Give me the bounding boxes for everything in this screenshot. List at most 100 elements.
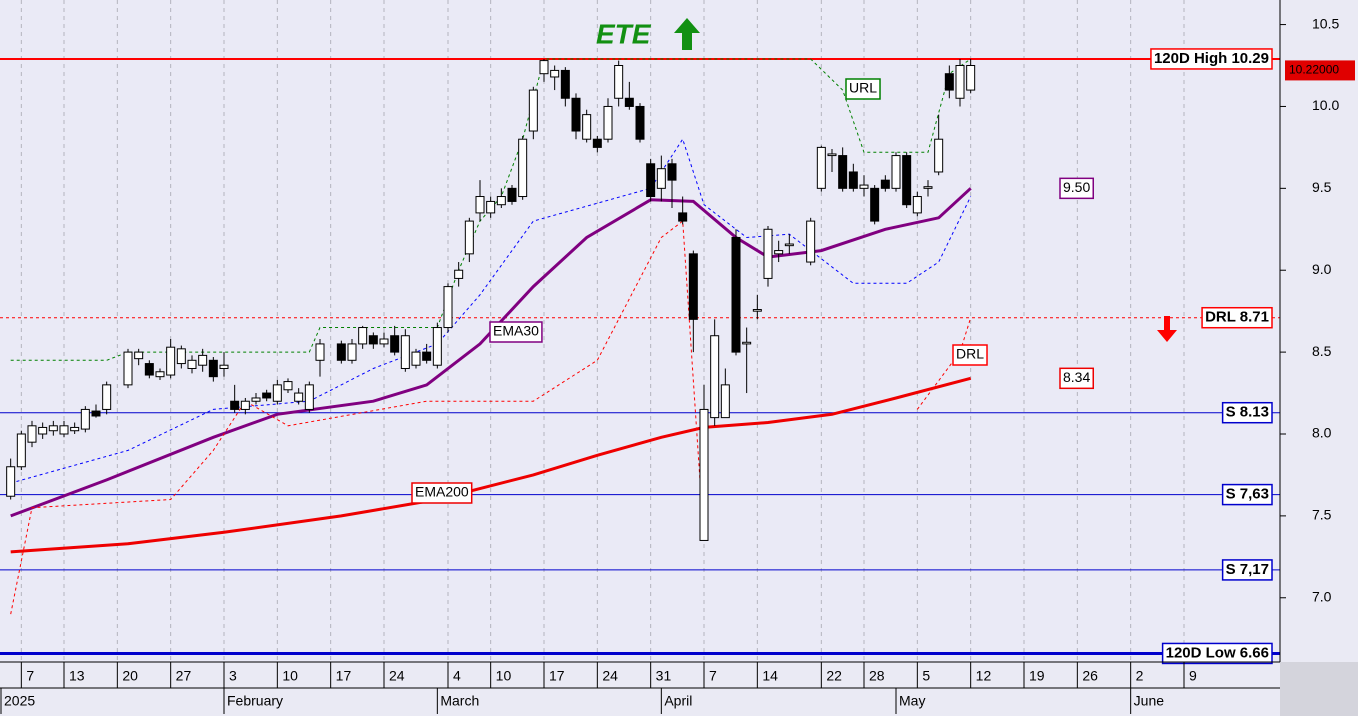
candle-body xyxy=(923,186,933,189)
series-name-label-box xyxy=(845,78,881,100)
x-tick-label: 7 xyxy=(26,668,34,684)
candle-body xyxy=(70,426,80,432)
candle-body xyxy=(347,343,357,361)
candle-body xyxy=(262,392,272,399)
level-label-text: S 7,17 xyxy=(1226,561,1269,578)
series-name-label-box xyxy=(952,344,988,366)
candle-body xyxy=(646,163,656,198)
candle-body xyxy=(48,425,58,432)
series-name-label-text: EMA200 xyxy=(415,484,469,500)
candle-body xyxy=(134,351,144,360)
candle-body xyxy=(710,335,720,419)
candle-body xyxy=(752,309,762,312)
candle-body xyxy=(422,351,432,361)
level-label-box xyxy=(1201,306,1273,329)
candle-body xyxy=(742,341,752,345)
chart-title: ETE xyxy=(596,18,652,49)
x-tick-label: 10 xyxy=(496,668,512,684)
level-label-text: 120D High 10.29 xyxy=(1154,50,1269,67)
candle-body xyxy=(304,384,314,410)
candle-body xyxy=(870,187,880,222)
level-label: S 7,63 xyxy=(1221,483,1273,506)
candle-body xyxy=(102,384,112,410)
candle-body xyxy=(38,426,48,435)
last-price-label: 10.22000 xyxy=(1289,63,1339,77)
corner xyxy=(1280,662,1358,716)
candle-body xyxy=(187,359,197,369)
candle-body xyxy=(816,146,826,189)
month-label: March xyxy=(440,693,479,709)
y-tick-label: 9.0 xyxy=(1312,261,1332,277)
candle-body xyxy=(336,343,346,361)
x-tick-label: 17 xyxy=(336,668,352,684)
candle-body xyxy=(592,138,602,148)
candle-body xyxy=(891,155,901,189)
candle-body xyxy=(486,200,496,214)
last-price-box xyxy=(1285,60,1355,81)
candle-body xyxy=(6,466,16,497)
candle-body xyxy=(774,250,784,255)
x-tick-label: 17 xyxy=(549,668,565,684)
candle-body xyxy=(966,65,976,91)
level-label-text: S 7,63 xyxy=(1226,486,1269,503)
candle-body xyxy=(720,384,730,419)
candle-body xyxy=(144,363,154,376)
candle-body xyxy=(496,196,506,206)
candle-body xyxy=(699,408,709,541)
x-tick-label: 3 xyxy=(229,668,237,684)
end-value-label-box xyxy=(1059,177,1094,200)
candle-body xyxy=(230,400,240,410)
axes: 7.07.58.08.59.09.510.010.57 13 20 27 3 10 17 24… xyxy=(0,15,1355,714)
level-label-text: 120D Low 6.66 xyxy=(1166,644,1269,661)
x-tick-label: 28 xyxy=(869,668,885,684)
series-name-label: URL xyxy=(845,78,881,100)
candle-body xyxy=(880,179,890,189)
series-name-label-text: URL xyxy=(849,80,877,96)
candle-body xyxy=(678,212,688,222)
candle-body xyxy=(475,196,485,214)
level-label-box xyxy=(1150,48,1273,70)
end-value-label: 8.34 xyxy=(1059,367,1094,390)
candle-body xyxy=(59,425,69,435)
candle-body xyxy=(315,343,325,361)
candle-body xyxy=(955,65,965,99)
candles xyxy=(6,58,976,541)
y-tick-label: 10.5 xyxy=(1312,15,1339,31)
candle-body xyxy=(784,243,794,247)
end-value-label-text: 8.34 xyxy=(1063,369,1090,385)
candle-body xyxy=(518,138,528,198)
level-label-box xyxy=(1221,559,1273,581)
level-label-box xyxy=(1221,483,1273,506)
candle-body xyxy=(603,105,613,140)
candle-body xyxy=(688,253,698,320)
candle-body xyxy=(539,60,549,75)
candle-body xyxy=(432,327,442,366)
candle-body xyxy=(934,138,944,173)
x-tick-label: 12 xyxy=(976,668,992,684)
candle-body xyxy=(614,65,624,99)
candle-body xyxy=(272,384,282,402)
series-name-label-text: DRL xyxy=(956,346,984,362)
series-name-label: EMA200 xyxy=(411,482,473,504)
up-arrow-icon xyxy=(674,18,700,50)
indicator-line xyxy=(10,376,972,554)
series-name-label-text: EMA30 xyxy=(493,323,539,339)
candle-body xyxy=(838,155,848,189)
end-value-label: 9.50 xyxy=(1059,177,1094,200)
x-tick-label: 24 xyxy=(389,668,405,684)
plot-area xyxy=(0,0,1280,662)
candle-body xyxy=(80,408,90,430)
indicator-line xyxy=(10,58,971,361)
level-label-box xyxy=(1221,401,1273,424)
level-label: 120D High 10.29 xyxy=(1150,48,1273,70)
x-tick-label: 7 xyxy=(709,668,717,684)
candle-body xyxy=(848,171,858,189)
x-tick-label: 13 xyxy=(69,668,85,684)
candle-body xyxy=(294,392,304,402)
candle-body xyxy=(219,364,229,369)
candle-body xyxy=(368,335,378,345)
y-tick-label: 8.5 xyxy=(1312,343,1332,359)
level-label: S 7,17 xyxy=(1221,559,1273,581)
x-tick-label: 4 xyxy=(453,668,461,684)
level-label: S 8.13 xyxy=(1221,401,1273,424)
